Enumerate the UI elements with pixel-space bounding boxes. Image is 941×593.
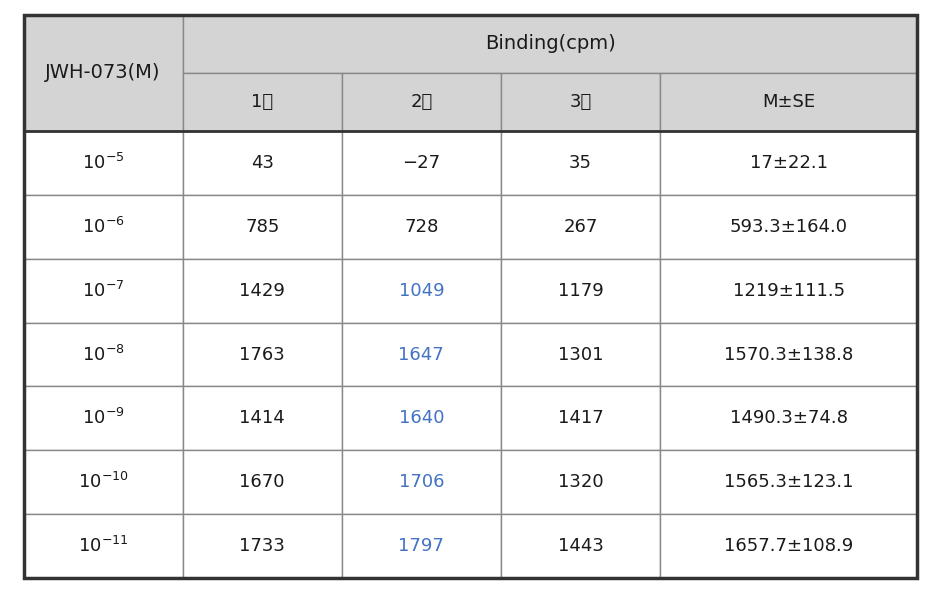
Text: 43: 43 — [250, 154, 274, 172]
Text: 35: 35 — [569, 154, 592, 172]
Text: 1차: 1차 — [251, 93, 273, 111]
Text: $10^{-5}$: $10^{-5}$ — [82, 153, 124, 173]
Text: 1733: 1733 — [239, 537, 285, 555]
Text: 1706: 1706 — [399, 473, 444, 492]
Bar — [342, 131, 501, 195]
Bar — [183, 131, 342, 195]
Bar — [183, 514, 342, 578]
Bar — [183, 73, 342, 131]
Text: $10^{-6}$: $10^{-6}$ — [82, 216, 124, 237]
Bar — [183, 15, 917, 73]
Bar — [24, 195, 183, 259]
Text: $10^{-9}$: $10^{-9}$ — [82, 409, 124, 429]
Bar — [183, 387, 342, 450]
Bar — [183, 195, 342, 259]
Text: 1647: 1647 — [398, 346, 444, 364]
Text: 1049: 1049 — [399, 282, 444, 299]
Text: 785: 785 — [245, 218, 279, 236]
Text: 593.3±164.0: 593.3±164.0 — [730, 218, 848, 236]
Text: 1443: 1443 — [557, 537, 603, 555]
Text: 1640: 1640 — [399, 409, 444, 428]
Bar — [660, 323, 917, 387]
Bar — [501, 387, 660, 450]
Text: 1797: 1797 — [398, 537, 444, 555]
Text: $10^{-10}$: $10^{-10}$ — [78, 472, 129, 492]
Bar — [24, 387, 183, 450]
Bar — [24, 514, 183, 578]
Bar — [660, 450, 917, 514]
Bar — [660, 73, 917, 131]
Bar — [342, 387, 501, 450]
Text: 1657.7±108.9: 1657.7±108.9 — [725, 537, 853, 555]
Text: 1763: 1763 — [239, 346, 285, 364]
Bar — [501, 131, 660, 195]
Text: 1417: 1417 — [558, 409, 603, 428]
Text: $10^{-7}$: $10^{-7}$ — [82, 280, 124, 301]
Text: 2차: 2차 — [410, 93, 433, 111]
Bar — [24, 15, 183, 131]
Text: 3차: 3차 — [569, 93, 592, 111]
Text: 17±22.1: 17±22.1 — [750, 154, 828, 172]
Bar — [342, 195, 501, 259]
Text: JWH-073(M): JWH-073(M) — [45, 63, 161, 82]
Bar — [342, 259, 501, 323]
Bar — [24, 131, 183, 195]
Bar — [660, 514, 917, 578]
Text: 1320: 1320 — [558, 473, 603, 492]
Bar — [501, 259, 660, 323]
Text: Binding(cpm): Binding(cpm) — [485, 34, 615, 53]
Bar — [183, 323, 342, 387]
Text: 1429: 1429 — [239, 282, 285, 299]
Bar — [501, 514, 660, 578]
Text: $10^{-8}$: $10^{-8}$ — [82, 345, 124, 365]
Text: M±SE: M±SE — [762, 93, 815, 111]
Bar — [660, 131, 917, 195]
Bar — [660, 387, 917, 450]
Bar — [501, 73, 660, 131]
Text: $10^{-11}$: $10^{-11}$ — [78, 536, 128, 556]
Bar — [501, 323, 660, 387]
Text: 1219±111.5: 1219±111.5 — [733, 282, 845, 299]
Text: −27: −27 — [402, 154, 440, 172]
Bar — [501, 195, 660, 259]
Text: 1414: 1414 — [239, 409, 285, 428]
Bar — [660, 259, 917, 323]
Bar — [501, 450, 660, 514]
Bar — [660, 195, 917, 259]
Bar — [24, 323, 183, 387]
Text: 1565.3±123.1: 1565.3±123.1 — [724, 473, 853, 492]
Text: 1490.3±74.8: 1490.3±74.8 — [730, 409, 848, 428]
Bar — [342, 450, 501, 514]
Bar — [342, 514, 501, 578]
Text: 1301: 1301 — [558, 346, 603, 364]
Text: 267: 267 — [564, 218, 598, 236]
Bar — [24, 259, 183, 323]
Text: 1179: 1179 — [558, 282, 603, 299]
Text: 728: 728 — [404, 218, 439, 236]
Bar — [183, 259, 342, 323]
Bar — [183, 450, 342, 514]
Bar — [24, 450, 183, 514]
Bar — [342, 323, 501, 387]
Bar — [342, 73, 501, 131]
Text: 1670: 1670 — [239, 473, 285, 492]
Text: 1570.3±138.8: 1570.3±138.8 — [725, 346, 853, 364]
